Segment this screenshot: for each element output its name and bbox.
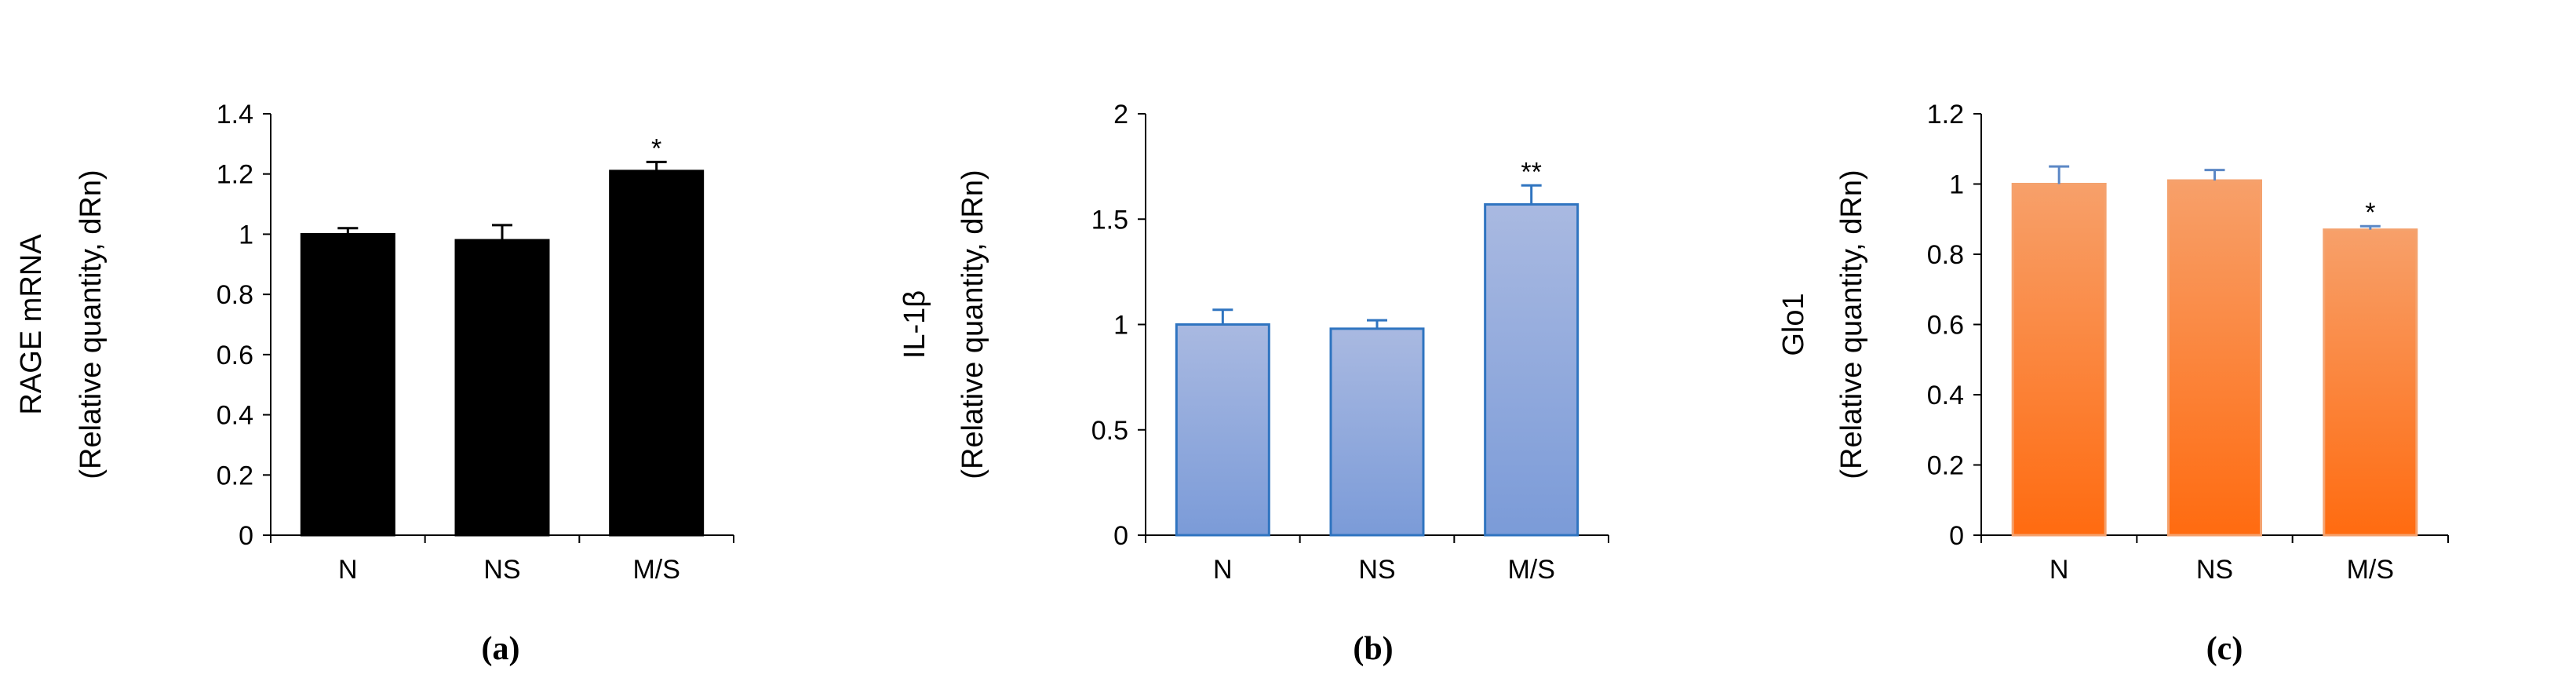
y-tick-label: 1 — [1113, 311, 1128, 341]
panel-label: (b) — [1353, 631, 1393, 667]
chart-panel-1: 0 0.2 0.4 0.6 0.8 1 1.2 1.4 N NS * M/S RAGE mRNA (Rel… — [15, 100, 734, 667]
y-tick-label: 1.2 — [1927, 100, 1964, 129]
y-tick-label: 0.8 — [217, 280, 253, 310]
bar-ms — [609, 170, 705, 537]
y-axis-title: IL-1β — [898, 290, 931, 359]
x-tick-label: N — [1213, 555, 1233, 585]
panel-label: (c) — [2206, 631, 2243, 667]
x-tick-label: N — [338, 555, 358, 585]
y-axis-subtitle: (Relative quantity, dRn) — [1835, 170, 1868, 479]
x-tick-label: N — [2050, 555, 2069, 585]
y-tick-label: 0.6 — [217, 341, 253, 370]
x-tick-label: M/S — [1507, 555, 1554, 585]
y-tick-label: 0.2 — [217, 461, 253, 490]
y-tick-label: 0 — [1949, 521, 1964, 551]
chart-panel-3: 0 0.2 0.4 0.6 0.8 1 1.2 N NS * M/S Glo1 (Relative qu… — [1777, 100, 2449, 667]
y-axis-title: RAGE mRNA — [15, 234, 48, 415]
x-tick-label: NS — [1358, 555, 1395, 585]
bar-ns — [454, 239, 550, 537]
bar-ns — [2167, 179, 2262, 537]
y-tick-label: 0.6 — [1927, 311, 1964, 341]
bar-ns — [1329, 327, 1425, 537]
x-tick-label: NS — [483, 555, 520, 585]
x-tick-label: M/S — [632, 555, 680, 585]
y-axis-subtitle: (Relative quantity, dRn) — [75, 170, 107, 479]
y-tick-label: 1.4 — [217, 100, 253, 129]
bar-n — [1175, 323, 1270, 537]
bar-ms — [2323, 228, 2418, 537]
significance-marker: * — [2365, 198, 2375, 228]
y-axis-subtitle: (Relative quantity, dRn) — [956, 170, 989, 479]
bar-n — [2011, 183, 2107, 537]
significance-marker: ** — [1521, 157, 1541, 187]
y-tick-label: 1 — [239, 220, 253, 250]
y-tick-label: 0.5 — [1091, 416, 1128, 446]
y-tick-label: 1.2 — [217, 160, 253, 190]
y-tick-label: 2 — [1113, 100, 1128, 129]
significance-marker: * — [651, 133, 661, 163]
y-tick-label: 0.8 — [1927, 240, 1964, 270]
y-tick-label: 1 — [1949, 170, 1964, 200]
x-tick-label: M/S — [2347, 555, 2394, 585]
panel-label: (a) — [482, 631, 520, 667]
y-tick-label: 0 — [239, 521, 253, 551]
chart-panel-2: 0 0.5 1 1.5 2 N NS ** M/S IL-1β (Relative quantity… — [898, 100, 1609, 667]
y-tick-label: 0.4 — [217, 401, 253, 431]
x-tick-label: NS — [2196, 555, 2233, 585]
y-axis-title: Glo1 — [1777, 293, 1810, 355]
y-tick-label: 0 — [1113, 521, 1128, 551]
bar-n — [300, 232, 395, 537]
y-tick-label: 0.4 — [1927, 381, 1964, 410]
y-tick-label: 1.5 — [1091, 205, 1128, 235]
bar-ms — [1484, 202, 1579, 537]
y-tick-label: 0.2 — [1927, 451, 1964, 481]
